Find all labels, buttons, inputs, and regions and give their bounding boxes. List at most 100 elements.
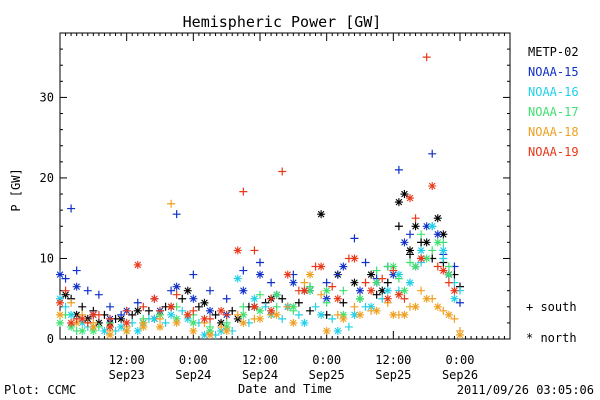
north-point: [250, 302, 259, 311]
south-point: [61, 274, 70, 283]
north-point: [422, 222, 431, 231]
north-point: [94, 318, 103, 327]
south-point: [417, 286, 426, 295]
south-point: [361, 278, 370, 287]
south-point: [161, 318, 170, 327]
x-tick-label-time: 0:00: [179, 353, 208, 367]
south-point: [206, 286, 214, 295]
south-point: [433, 262, 442, 271]
north-point: [411, 222, 420, 231]
y-axis-ticks: 0 10 20 30: [40, 32, 510, 346]
south-point: [394, 274, 403, 283]
south-point: [361, 258, 370, 267]
south-point: [394, 165, 403, 174]
legend-entry-noaa-17: NOAA-17: [528, 105, 579, 119]
data-points: [56, 53, 464, 339]
north-point: [56, 298, 64, 307]
north-point: [167, 310, 176, 319]
north-point: [189, 326, 198, 335]
north-point: [389, 270, 398, 279]
south-point: [167, 199, 176, 208]
series-noaa-19: [56, 53, 459, 331]
x-tick-label-date: Sep25: [375, 368, 411, 382]
series-noaa-15: [56, 149, 464, 327]
south-point: [383, 278, 392, 287]
north-point: [206, 326, 214, 335]
north-point: [356, 310, 364, 319]
north-point: [56, 310, 64, 319]
south-point: [83, 318, 92, 327]
north-point: [383, 294, 392, 303]
north-point: [389, 262, 398, 271]
north-point: [78, 326, 87, 335]
south-point: [106, 302, 114, 311]
south-point: [394, 222, 403, 231]
north-point: [433, 302, 442, 311]
south-point: [78, 302, 87, 311]
legend-south-marker: + south: [526, 300, 577, 314]
x-tick-label-time: 0:00: [446, 353, 475, 367]
y-tick-label: 30: [40, 90, 54, 104]
south-point: [167, 286, 176, 295]
south-point: [422, 53, 431, 62]
north-point: [233, 314, 242, 323]
south-point: [239, 187, 248, 196]
north-point: [272, 290, 281, 299]
north-point: [439, 246, 448, 255]
north-point: [100, 326, 109, 335]
north-point: [378, 286, 387, 295]
south-point: [333, 270, 342, 279]
south-point: [372, 266, 381, 275]
chart-title: Hemispheric Power [GW]: [183, 13, 382, 31]
north-point: [406, 194, 414, 203]
north-point: [106, 330, 114, 339]
north-point: [433, 230, 442, 239]
south-point: [256, 290, 264, 299]
north-point: [339, 262, 348, 271]
north-point: [406, 246, 414, 255]
north-point: [139, 322, 148, 331]
south-point: [333, 310, 342, 319]
north-point: [67, 310, 76, 319]
north-point: [372, 306, 381, 315]
north-point: [239, 318, 248, 327]
north-point: [389, 310, 398, 319]
south-point: [389, 266, 398, 275]
south-point: [350, 234, 359, 243]
south-point: [411, 214, 420, 223]
north-point: [428, 222, 437, 231]
north-point: [156, 322, 164, 331]
north-point: [339, 310, 348, 319]
north-point: [200, 314, 209, 323]
north-point: [417, 246, 426, 255]
north-point: [189, 318, 198, 327]
north-point: [206, 306, 214, 315]
south-point: [67, 204, 76, 213]
north-point: [406, 278, 414, 287]
south-point: [139, 302, 148, 311]
south-point: [61, 286, 70, 295]
south-point: [250, 246, 259, 255]
south-point: [222, 310, 231, 319]
south-point: [339, 298, 348, 307]
north-point: [317, 262, 326, 271]
north-point: [383, 286, 392, 295]
north-point: [133, 306, 142, 315]
south-point: [344, 322, 353, 331]
legend-entry-metp-02: METP-02: [528, 45, 579, 59]
y-tick-label: 20: [40, 171, 54, 185]
north-point: [133, 326, 142, 335]
x-tick-label-date: Sep26: [442, 368, 478, 382]
north-point: [417, 254, 426, 263]
north-point: [183, 314, 192, 323]
north-point: [367, 286, 376, 295]
south-point: [278, 294, 287, 303]
x-tick-label-date: Sep24: [175, 368, 211, 382]
south-point: [372, 290, 381, 299]
x-axis-ticks: 12:00Sep230:00Sep2412:00Sep240:00Sep2512…: [65, 33, 505, 382]
north-point: [89, 310, 98, 319]
south-point: [278, 314, 287, 323]
south-point: [189, 306, 198, 315]
north-point: [189, 294, 198, 303]
